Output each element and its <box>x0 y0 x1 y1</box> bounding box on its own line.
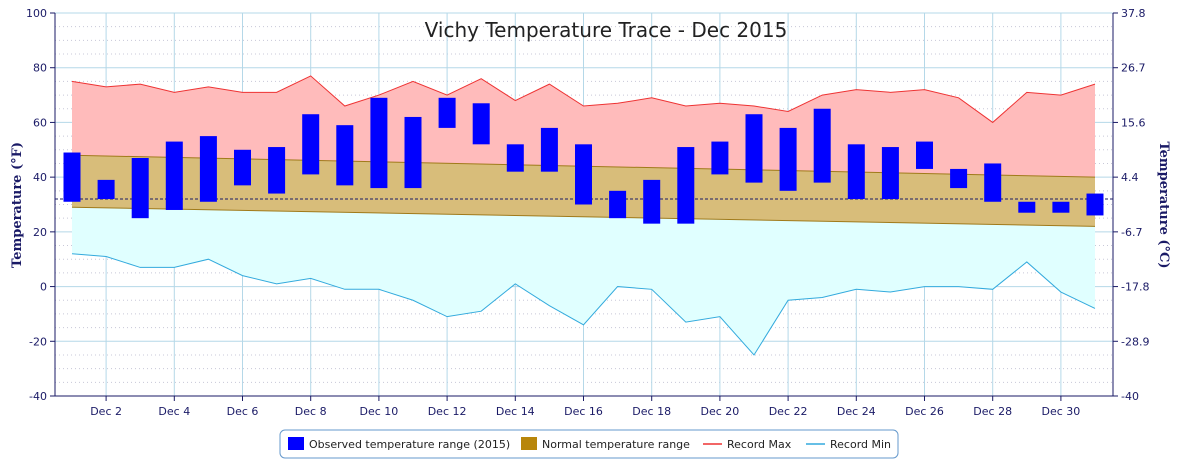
chart-title: Vichy Temperature Trace - Dec 2015 <box>425 18 788 42</box>
observed-bar <box>472 103 490 145</box>
x-tick-label: Dec 10 <box>360 405 399 418</box>
legend-box <box>279 429 899 459</box>
observed-bar <box>745 114 763 183</box>
x-tick-label: Dec 14 <box>496 405 535 418</box>
legend-item-record-min[interactable]: Record Min <box>806 438 891 451</box>
legend-swatch-observed <box>288 437 304 450</box>
observed-bar <box>813 108 831 183</box>
observed-bar <box>370 97 388 189</box>
left-tick-label: -40 <box>29 390 47 403</box>
legend-item-normal[interactable]: Normal temperature range <box>521 437 690 451</box>
observed-bar <box>847 144 865 200</box>
right-tick-label: 4.4 <box>1121 171 1139 184</box>
observed-bar <box>302 114 320 175</box>
observed-bar <box>97 179 115 200</box>
right-tick-label: 26.7 <box>1121 62 1146 75</box>
x-axis-ticks: Dec 2 Dec 4 Dec 6 Dec 8 Dec 10 Dec 12 Dec 14 De… <box>90 396 1080 418</box>
observed-bar <box>1086 193 1104 216</box>
observed-bar <box>609 190 627 219</box>
observed-bar <box>643 179 661 224</box>
legend-label-normal: Normal temperature range <box>542 438 690 451</box>
observed-bars <box>63 97 1104 224</box>
legend-item-observed[interactable]: Observed temperature range (2015) <box>288 437 510 451</box>
legend-label-record-max: Record Max <box>727 438 792 451</box>
left-tick-label: 0 <box>40 281 47 294</box>
legend-label-observed: Observed temperature range (2015) <box>309 438 510 451</box>
record-min-line <box>71 253 1096 356</box>
observed-bar <box>506 144 524 172</box>
x-tick-label: Dec 30 <box>1042 405 1081 418</box>
observed-bar <box>234 149 251 186</box>
normal-low-edge <box>71 206 1096 227</box>
observed-bar <box>199 136 217 202</box>
right-tick-label: -28.9 <box>1121 335 1149 348</box>
observed-bar <box>1018 201 1036 213</box>
observed-bar <box>131 157 149 219</box>
x-tick-label: Dec 12 <box>428 405 467 418</box>
x-tick-label: Dec 26 <box>905 405 944 418</box>
y-axis-title-left: Temperature (°F) <box>10 142 25 268</box>
left-tick-label: 20 <box>33 226 47 239</box>
observed-bar <box>63 152 81 202</box>
y-axis-title-right: Temperature (°C) <box>1156 141 1171 268</box>
x-tick-label: Dec 28 <box>973 405 1012 418</box>
observed-bar <box>950 168 968 189</box>
observed-bar <box>540 127 558 172</box>
record-max-line <box>71 75 1096 124</box>
legend: Observed temperature range (2015) Normal… <box>279 429 899 459</box>
record-min-area <box>72 207 1095 355</box>
right-tick-label: 37.8 <box>1121 7 1146 20</box>
observed-bar <box>165 141 183 210</box>
x-tick-label: Dec 20 <box>701 405 740 418</box>
observed-bar <box>336 125 354 186</box>
record-area <box>72 75 1095 355</box>
legend-swatch-normal <box>521 437 537 450</box>
x-tick-label: Dec 6 <box>227 405 259 418</box>
x-tick-label: Dec 8 <box>295 405 327 418</box>
legend-item-record-max[interactable]: Record Max <box>703 438 792 451</box>
observed-bar <box>575 144 592 205</box>
left-tick-label: 80 <box>33 62 47 75</box>
observed-bar <box>779 127 797 191</box>
observed-bar <box>1052 201 1070 213</box>
record-lines <box>71 75 1096 356</box>
left-tick-label: 60 <box>33 116 47 129</box>
right-tick-label: -40 <box>1121 390 1139 403</box>
right-tick-label: 15.6 <box>1121 116 1146 129</box>
right-tick-label: -6.7 <box>1121 226 1142 239</box>
left-tick-label: 40 <box>33 171 47 184</box>
observed-bar <box>711 141 729 175</box>
left-tick-label: -20 <box>29 335 47 348</box>
left-tick-label: 100 <box>26 7 47 20</box>
legend-label-record-min: Record Min <box>830 438 891 451</box>
observed-bar <box>916 141 933 169</box>
observed-bar <box>268 147 286 194</box>
x-tick-label: Dec 2 <box>90 405 122 418</box>
x-tick-label: Dec 18 <box>632 405 671 418</box>
right-tick-label: -17.8 <box>1121 281 1149 294</box>
left-axis-ticks: -40 -20 0 20 40 60 80 100 <box>26 7 55 403</box>
right-axis-ticks: 37.8 26.7 15.6 4.4 -6.7 -17.8 -28.9 -40 <box>1113 7 1149 403</box>
observed-bar <box>677 147 695 224</box>
observed-bar <box>984 163 1002 202</box>
x-tick-label: Dec 4 <box>158 405 190 418</box>
x-tick-label: Dec 22 <box>769 405 808 418</box>
observed-bar <box>404 116 422 189</box>
x-tick-label: Dec 24 <box>837 405 876 418</box>
record-max-area <box>72 75 1095 178</box>
observed-bar <box>438 97 456 128</box>
x-tick-label: Dec 16 <box>564 405 603 418</box>
observed-bar <box>881 147 899 200</box>
